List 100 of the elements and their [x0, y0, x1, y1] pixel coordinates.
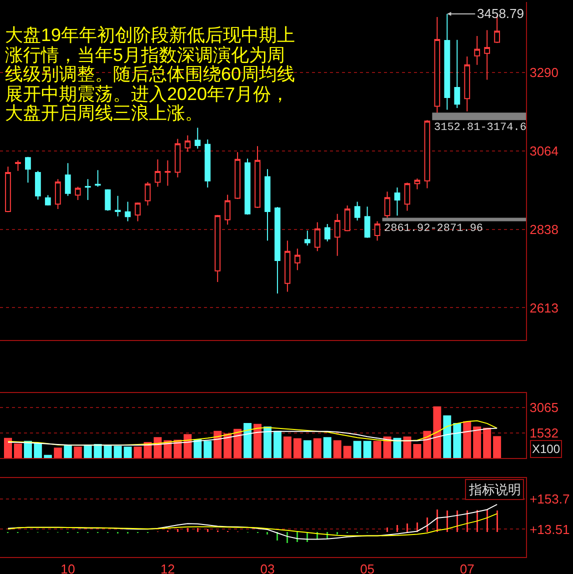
- bar: [74, 446, 82, 458]
- candlestick: [354, 201, 360, 221]
- bar: [24, 440, 32, 458]
- candlestick: [374, 220, 380, 242]
- y-tick-label: 2613: [530, 300, 559, 316]
- bar: [114, 446, 122, 458]
- candlestick: [144, 181, 151, 206]
- candlestick: [444, 13, 450, 110]
- candlestick: [294, 248, 300, 271]
- candlestick: [154, 158, 161, 188]
- bar: [483, 428, 492, 458]
- candlestick: [404, 182, 410, 212]
- y-tick-label: 3290: [530, 65, 559, 80]
- bar: [333, 440, 342, 458]
- candlestick: [44, 194, 51, 206]
- candlestick: [84, 178, 91, 201]
- bar: [254, 424, 262, 458]
- bar: [124, 446, 132, 458]
- bar: [343, 446, 352, 458]
- bar: [433, 406, 442, 458]
- bar: [64, 444, 72, 458]
- bar: [313, 438, 322, 458]
- candlestick: [324, 223, 330, 242]
- bar: [413, 444, 422, 458]
- candlestick: [174, 138, 181, 178]
- bar: [323, 437, 332, 458]
- bar: [104, 445, 112, 458]
- candlestick: [464, 56, 470, 112]
- candlestick: [134, 202, 141, 222]
- bar: [443, 415, 452, 458]
- candlestick: [284, 240, 290, 292]
- bar: [204, 440, 212, 458]
- candlestick: [164, 160, 171, 186]
- candlestick: [344, 205, 350, 232]
- candlestick: [244, 158, 250, 216]
- bar: [473, 426, 482, 458]
- candlestick: [254, 146, 260, 208]
- bar: [273, 430, 282, 458]
- candlestick: [484, 30, 490, 80]
- bar: [293, 438, 302, 458]
- candlestick: [34, 170, 41, 200]
- candlestick: [274, 206, 280, 294]
- y-tick-label: 2838: [530, 222, 559, 238]
- candlestick: [74, 186, 81, 201]
- bar: [453, 422, 462, 458]
- bar: [353, 440, 362, 458]
- bar: [34, 442, 42, 458]
- candlestick: [474, 36, 480, 66]
- bar: [54, 448, 62, 458]
- candlestick: [94, 170, 101, 188]
- bar: [214, 430, 222, 458]
- candlestick: [204, 139, 211, 188]
- candlestick: [394, 187, 400, 216]
- y-axis-title: X100: [532, 442, 560, 456]
- candlestick: [334, 213, 340, 256]
- bar: [403, 436, 412, 458]
- band-label: 2861.92-2871.96: [384, 223, 484, 235]
- candlestick: [184, 134, 191, 152]
- candlestick: [224, 194, 231, 226]
- bar: [373, 440, 382, 458]
- annotation: 3458.79: [477, 6, 524, 21]
- x-tick-label: 03: [260, 562, 275, 574]
- bar: [84, 444, 92, 458]
- x-tick-label: 05: [360, 562, 375, 574]
- candlestick: [264, 168, 270, 242]
- bar: [283, 436, 292, 458]
- bar: [94, 444, 102, 458]
- line-series: [7, 513, 498, 536]
- bar: [234, 428, 242, 458]
- bar: [134, 446, 142, 458]
- bar: [194, 439, 202, 458]
- candlestick: [124, 201, 131, 222]
- bar: [423, 430, 432, 458]
- candlestick: [234, 152, 240, 200]
- x-tick-label: 07: [460, 562, 474, 574]
- candlestick: [314, 222, 320, 252]
- bar: [363, 440, 372, 458]
- bar: [224, 433, 232, 458]
- bar: [463, 421, 472, 458]
- candlestick: [214, 214, 221, 282]
- candlestick: [25, 156, 31, 184]
- bar: [14, 444, 22, 458]
- candlestick: [194, 127, 201, 150]
- x-tick-label: 10: [60, 562, 76, 574]
- candlestick: [104, 188, 111, 212]
- candlestick: [114, 195, 121, 217]
- line-series: [7, 428, 498, 446]
- candlestick: [15, 160, 21, 172]
- annotation: 大盘19年年初创阶段新低后现中期上涨行情，当年5月指数深调演化为周线级别调整。随后总体围绕60周均线展开中期震荡。进入2020年7月份，大盘开启周线三浪上涨。: [5, 25, 296, 123]
- bar: [383, 436, 392, 458]
- bar: [493, 436, 502, 458]
- candlestick: [384, 191, 390, 218]
- candlestick: [5, 166, 11, 213]
- bar: [244, 422, 252, 458]
- bar: [264, 426, 272, 458]
- x-tick-label: 12: [160, 562, 175, 574]
- candlestick: [64, 162, 71, 196]
- y-tick-label: +13.51: [530, 522, 570, 537]
- candlestick: [424, 120, 430, 189]
- candlestick: [304, 230, 310, 246]
